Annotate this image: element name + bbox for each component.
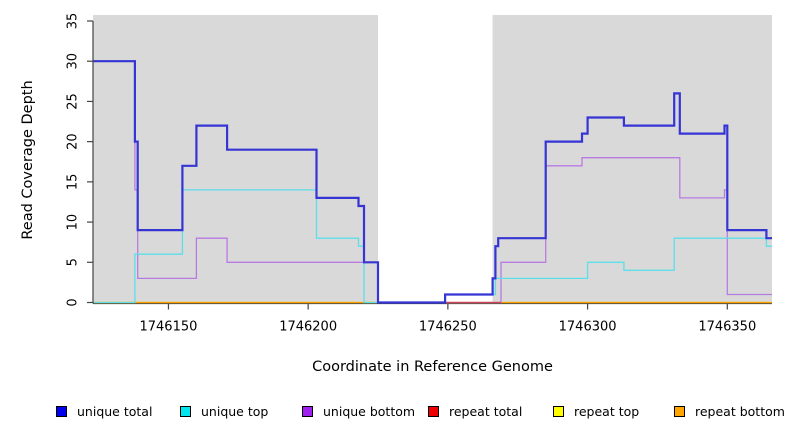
legend-swatch-unique-top	[180, 405, 191, 417]
y-tick-label: 30	[66, 53, 81, 70]
x-axis-label: Coordinate in Reference Genome	[312, 359, 553, 375]
plot-panel	[93, 15, 772, 305]
y-tick-label: 20	[66, 133, 81, 150]
y-axis-label: Read Coverage Depth	[20, 80, 36, 239]
legend-swatch-repeat-bottom	[674, 405, 685, 417]
legend-label: unique bottom	[323, 403, 416, 419]
legend-label: unique total	[77, 403, 153, 419]
y-tick-label: 10	[66, 214, 81, 231]
legend-swatch-repeat-top	[553, 405, 564, 417]
series-lines	[93, 60, 772, 304]
x-tick-label: 1746200	[279, 320, 337, 335]
legend-swatch-unique-total	[56, 405, 67, 417]
legend-label: unique top	[201, 403, 269, 419]
x-tick-label: 1746250	[419, 320, 477, 335]
legend-item-unique-bottom: unique bottom	[302, 401, 415, 421]
x-tick-label: 1746300	[559, 320, 617, 335]
series-unique-bottom	[93, 60, 772, 304]
legend-item-repeat-bottom: repeat bottom	[674, 401, 785, 421]
legend-item-repeat-top: repeat top	[553, 401, 639, 421]
legend-item-unique-total: unique total	[56, 401, 152, 421]
axes: 1746150 1746200 1746250 1746300 1746350 0 5 10 1…	[66, 13, 757, 335]
legend-label: repeat top	[574, 403, 640, 419]
y-tick-label: 35	[66, 13, 81, 30]
y-tick-label: 25	[66, 93, 81, 110]
legend-label: repeat bottom	[695, 403, 785, 419]
legend-item-unique-top: unique top	[180, 401, 268, 421]
legend-swatch-repeat-total	[428, 405, 439, 417]
legend-item-repeat-total: repeat total	[428, 401, 522, 421]
x-tick-label: 1746150	[139, 320, 197, 335]
legend-swatch-unique-bottom	[302, 405, 313, 417]
uncovered-region-band	[378, 15, 493, 304]
y-tick-label: 15	[66, 174, 81, 191]
legend: unique total unique top unique bottom repea…	[0, 401, 792, 421]
legend-label: repeat total	[449, 403, 523, 419]
y-tick-label: 5	[66, 258, 81, 266]
x-tick-label: 1746350	[698, 320, 756, 335]
series-unique-total	[93, 60, 772, 304]
y-tick-label: 0	[66, 298, 81, 306]
